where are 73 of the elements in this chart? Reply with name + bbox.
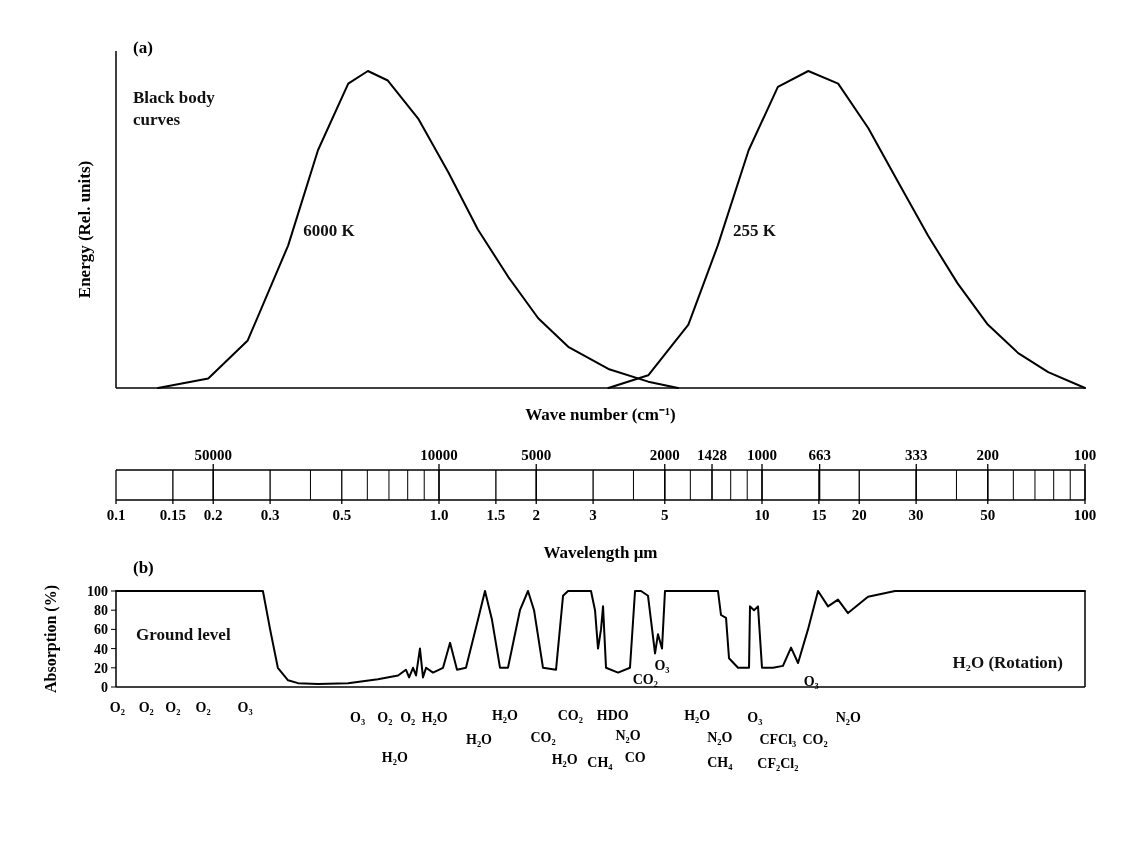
x-tick-label: 30	[908, 507, 924, 523]
text: O₃	[747, 710, 763, 725]
x-tick-label: 0.2	[203, 507, 223, 523]
text: O₂	[138, 700, 154, 715]
x-tick-label: 20	[851, 507, 867, 523]
text: N₂O	[835, 710, 861, 725]
text: H₂O	[684, 708, 711, 723]
text: O₂	[195, 700, 211, 715]
x-tick-label: 1.0	[429, 507, 449, 523]
text: N₂O	[707, 730, 733, 745]
x-tick-label: 0.1	[106, 507, 126, 523]
text: H₂O	[421, 710, 448, 725]
x-tick-label: 0.15	[159, 507, 186, 523]
y-tick-label: 80	[94, 603, 108, 619]
text: CH₄	[707, 755, 734, 770]
x-axis-title: Wave number (cm⁻¹)	[525, 405, 676, 424]
x-tick-label: 0.5	[332, 507, 352, 523]
x-tick-label: 200	[976, 447, 1000, 463]
chart-title: (a)	[133, 38, 153, 57]
text: O₂	[377, 710, 393, 725]
chart-title: (b)	[133, 558, 154, 577]
x-tick-label: 1.5	[486, 507, 506, 523]
annotation: O₃	[654, 658, 670, 673]
text: H₂O	[381, 750, 408, 765]
x-tick-label: 2	[532, 507, 540, 523]
text: O₃	[237, 700, 253, 715]
text: CH₄	[587, 755, 614, 770]
text: CFCl₃	[759, 732, 797, 747]
x-tick-label: 50000	[194, 447, 232, 463]
text: N₂O	[615, 728, 641, 743]
x-tick-label: 100	[1073, 507, 1097, 523]
y-tick-label: 20	[94, 660, 108, 676]
text: CO	[624, 750, 646, 765]
text: CF₂Cl₂	[757, 756, 799, 771]
text: H₂O	[491, 708, 519, 723]
text: O₃	[350, 710, 366, 725]
annotation: Black body curves	[133, 88, 216, 129]
text: CO₂	[802, 732, 828, 747]
x-tick-label: 0.3	[260, 507, 280, 523]
y-tick-label: 60	[94, 622, 108, 638]
x-tick-label: 5	[661, 507, 669, 523]
annotation: O₃	[803, 674, 819, 689]
series-label: 6000 K	[303, 220, 356, 240]
x-tick-label: 10000	[420, 447, 458, 463]
y-tick-label: 0	[101, 680, 108, 695]
x-tick-label: 15	[811, 507, 827, 523]
y-axis-title: Absorption (%)	[42, 584, 60, 694]
x-axis-title: Wavelength μm	[543, 543, 658, 562]
x-tick-label: 3	[589, 507, 597, 523]
x-tick-label: 2000	[649, 447, 680, 463]
x-tick-label: 5000	[521, 447, 552, 463]
text: H₂O	[466, 732, 493, 747]
y-tick-label: 100	[87, 584, 108, 599]
x-tick-label: 1428	[697, 447, 728, 463]
annotation: H₂O (Rotation)	[952, 653, 1063, 672]
text: O₂	[400, 710, 416, 725]
text: O₂	[165, 700, 181, 715]
x-tick-label: 663	[808, 447, 831, 463]
series-label: 255 K	[732, 220, 777, 240]
x-tick-label: 100	[1073, 447, 1097, 463]
text: CO₂	[557, 708, 583, 723]
text: CO₂	[530, 730, 556, 745]
text: HDO	[596, 708, 629, 723]
annotation: Ground level	[136, 625, 231, 644]
y-axis-title: Energy (Rel. units)	[75, 160, 94, 299]
y-tick-label: 40	[94, 641, 108, 657]
x-tick-label: 333	[905, 447, 928, 463]
text: O₂	[109, 700, 125, 715]
x-tick-label: 10	[754, 507, 770, 523]
x-tick-label: 1000	[747, 447, 777, 463]
annotation: CO₂	[632, 672, 658, 687]
x-tick-label: 50	[980, 507, 996, 523]
text: H₂O	[551, 752, 578, 767]
